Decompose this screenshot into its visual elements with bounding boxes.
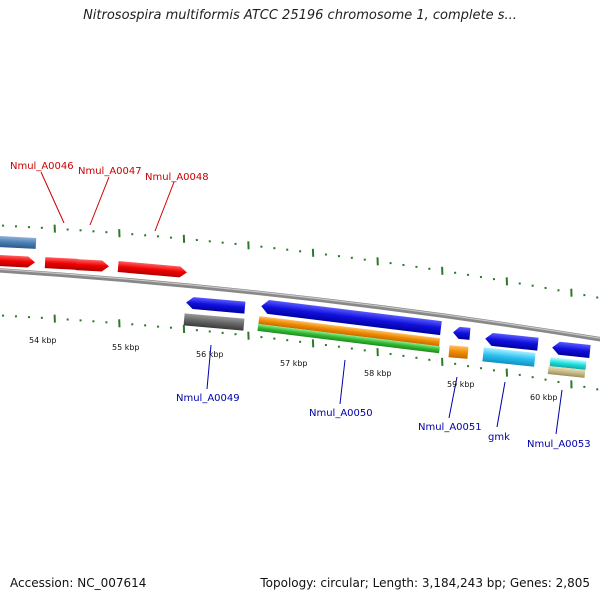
leader-gmk <box>496 381 506 428</box>
gene-arrow-nmul-a0053[interactable] <box>551 341 591 358</box>
gene-arrow-steelblue[interactable] <box>0 235 37 249</box>
gene-label-nmul-a0051[interactable]: Nmul_A0051 <box>418 422 482 433</box>
gene-bar-gmk[interactable] <box>482 347 536 367</box>
gene-bar-tan[interactable] <box>547 366 586 378</box>
gene-label-nmul-a0046[interactable]: Nmul_A0046 <box>10 161 74 172</box>
top-strand-genes <box>0 235 188 278</box>
gene-arrow-nmul-a0046[interactable] <box>0 254 36 268</box>
gene-arrow-nmul-a0051[interactable] <box>453 326 471 340</box>
leader-nmul-a0051 <box>448 376 458 419</box>
gene-bar-grey[interactable] <box>183 313 245 331</box>
gene-bar-orange[interactable] <box>258 316 441 347</box>
gene-bar-orange-small[interactable] <box>448 345 469 359</box>
gene-bar-green[interactable] <box>257 323 440 354</box>
leader-nmul-a0049 <box>206 344 212 390</box>
gene-label-nmul-a0050[interactable]: Nmul_A0050 <box>309 408 373 419</box>
kbp-label-59: 59 kbp <box>447 380 475 389</box>
gene-arrow-nmul-a0049[interactable] <box>186 296 246 314</box>
gene-label-nmul-a0053[interactable]: Nmul_A0053 <box>527 439 591 450</box>
gene-label-nmul-a0047[interactable]: Nmul_A0047 <box>78 166 142 177</box>
gene-arrow-nmul-a0047[interactable] <box>75 259 110 272</box>
lower-tick-track <box>1 314 599 391</box>
gene-arrow-gmk-upper[interactable] <box>485 332 539 351</box>
genome-summary-text: Topology: circular; Length: 3,184,243 bp… <box>260 576 590 590</box>
upper-tick-track <box>1 224 599 299</box>
chromosome-backbone <box>0 268 600 342</box>
gene-arrow-nmul-a0050[interactable] <box>260 299 442 336</box>
gene-label-nmul-a0048[interactable]: Nmul_A0048 <box>145 172 209 183</box>
gene-label-gmk[interactable]: gmk <box>488 432 510 443</box>
gene-bar-aqua[interactable] <box>549 357 587 370</box>
leader-nmul-a0047 <box>89 176 110 226</box>
gene-arrow-nmul-a0048[interactable] <box>117 261 188 278</box>
leader-nmul-a0053 <box>555 389 563 435</box>
kbp-label-54: 54 kbp <box>29 336 57 345</box>
leader-nmul-a0050 <box>339 359 346 405</box>
leader-nmul-a0046 <box>40 171 65 224</box>
kbp-label-60: 60 kbp <box>530 393 558 402</box>
kbp-label-55: 55 kbp <box>112 343 140 352</box>
kbp-label-56: 56 kbp <box>196 350 224 359</box>
accession-text: Accession: NC_007614 <box>10 576 147 590</box>
gene-arrow-nmul-a0047a[interactable] <box>44 257 79 270</box>
kbp-label-57: 57 kbp <box>280 359 308 368</box>
leader-nmul-a0048 <box>154 181 175 232</box>
bottom-strand-genes <box>183 296 591 378</box>
map-title: Nitrosospira multiformis ATCC 25196 chro… <box>83 8 517 23</box>
gene-label-nmul-a0049[interactable]: Nmul_A0049 <box>176 393 240 404</box>
kbp-label-58: 58 kbp <box>364 369 392 378</box>
